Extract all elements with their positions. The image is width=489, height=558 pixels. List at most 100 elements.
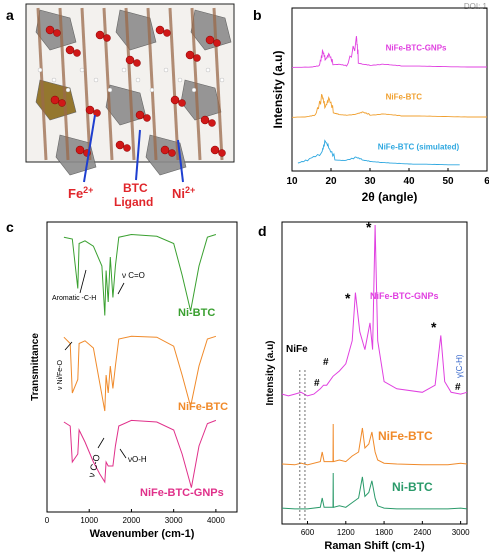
ligand-rod xyxy=(168,7,180,161)
oxygen-atom xyxy=(168,149,176,157)
ligand-rod xyxy=(190,7,202,161)
x-axis-label: Raman Shift (cm-1) xyxy=(324,540,425,552)
hydrogen-atom xyxy=(205,67,211,73)
oxygen-atom xyxy=(75,145,85,155)
series-line xyxy=(63,335,217,412)
hydrogen-atom xyxy=(163,67,169,73)
oxygen-atom xyxy=(135,110,145,120)
annotation: ν Ni/Fe-O xyxy=(57,360,64,391)
annotation: Aromatic -C-H xyxy=(52,295,96,302)
oxygen-atom xyxy=(133,59,141,67)
hydrogen-atom xyxy=(177,77,183,83)
label-ni2plus: Ni2+ xyxy=(172,185,195,201)
annotation: * xyxy=(431,319,437,335)
oxygen-atom xyxy=(210,145,220,155)
series-label: NiFe-BTC-GNPs xyxy=(140,487,224,499)
doi-fragment: DOI: 1 xyxy=(463,2,487,11)
panel-a: a Fe2+ BTC Ligand Ni2+ xyxy=(6,3,235,209)
label-fe2plus: Fe2+ xyxy=(68,185,93,201)
oxygen-atom xyxy=(193,54,201,62)
hydrogen-atom xyxy=(149,87,155,93)
x-tick-label: 1200 xyxy=(337,528,355,537)
ligand-rod xyxy=(124,7,136,161)
oxygen-atom xyxy=(103,34,111,42)
x-tick-label: 4000 xyxy=(207,516,225,525)
plot-frame xyxy=(281,221,468,525)
x-tick-label: 600 xyxy=(301,528,315,537)
series-label: Ni-BTC xyxy=(178,307,215,319)
x-tick-label: 3000 xyxy=(165,516,183,525)
hydrogen-atom xyxy=(107,87,113,93)
legend-label: NiFe-BTC-GNPs xyxy=(386,43,447,52)
x-tick-label: 3000 xyxy=(452,528,470,537)
x-axis-label: 2θ (angle) xyxy=(362,190,418,204)
ligand-rod xyxy=(212,7,224,161)
hydrogen-atom xyxy=(135,77,141,83)
oxygen-atom xyxy=(65,45,75,55)
oxygen-atom xyxy=(95,30,105,40)
panel-c-letter: c xyxy=(6,219,14,235)
x-tick-label: 1000 xyxy=(80,516,98,525)
hydrogen-atom xyxy=(191,87,197,93)
annotation-arrow xyxy=(117,282,125,295)
annotation-arrow xyxy=(119,448,127,459)
x-tick-label: 6 xyxy=(484,176,489,187)
oxygen-atom xyxy=(45,25,55,35)
oxygen-atom xyxy=(85,105,95,115)
panel-b-letter: b xyxy=(253,7,262,23)
legend-label: NiFe-BTC (simulated) xyxy=(378,143,460,152)
x-axis-label: Wavenumber (cm-1) xyxy=(90,528,195,540)
annotation: γ(C-H) xyxy=(455,354,464,378)
oxygen-atom xyxy=(213,39,221,47)
legend-label: NiFe-BTC xyxy=(386,92,423,101)
hydrogen-atom xyxy=(51,77,57,83)
x-tick-label: 30 xyxy=(364,176,376,187)
plot-frame xyxy=(46,221,238,513)
oxygen-atom xyxy=(93,109,101,117)
series-line xyxy=(297,139,460,166)
series-line xyxy=(291,35,487,68)
oxygen-atom xyxy=(160,145,170,155)
oxygen-atom xyxy=(163,29,171,37)
annotation: νO-H xyxy=(128,455,147,464)
x-tick-label: 2000 xyxy=(123,516,141,525)
x-tick-label: 20 xyxy=(325,176,337,187)
crystal-structure-drawing xyxy=(35,7,232,176)
annotation-arrow xyxy=(64,341,73,351)
label-btc: BTC xyxy=(123,181,148,195)
x-tick-label: 50 xyxy=(442,176,454,187)
annotation: * xyxy=(366,219,372,235)
ligand-rod xyxy=(102,7,114,161)
series-label: NiFe-BTC-GNPs xyxy=(370,291,439,301)
oxygen-atom xyxy=(185,50,195,60)
hydrogen-atom xyxy=(37,67,43,73)
oxygen-atom xyxy=(208,119,216,127)
chart-xrd: NiFe-BTC-GNPs NiFe-BTC NiFe-BTC (simulated… xyxy=(271,7,489,204)
series-line xyxy=(281,423,468,466)
annotation: NiFe xyxy=(286,344,308,355)
plot-frame xyxy=(291,7,488,172)
y-axis-label: Intensity (a.u) xyxy=(265,340,276,405)
oxygen-atom xyxy=(125,55,135,65)
oxygen-atom xyxy=(205,35,215,45)
series-line xyxy=(63,419,217,488)
series-line xyxy=(63,233,217,316)
oxygen-atom xyxy=(170,95,180,105)
chart-ftir: Ni-BTC NiFe-BTC NiFe-BTC-GNPs Aromatic -C-H… xyxy=(30,221,238,540)
oxygen-atom xyxy=(123,144,131,152)
series-label: Ni-BTC xyxy=(392,480,433,494)
oxygen-atom xyxy=(73,49,81,57)
chart-raman: NiFe-BTC-GNPsNiFe-BTCNi-BTCNiFe##***#γ(C… xyxy=(265,219,470,552)
x-tick-label: 10 xyxy=(286,176,298,187)
annotation: * xyxy=(345,290,351,306)
hydrogen-atom xyxy=(65,87,71,93)
metal-octahedron xyxy=(180,79,222,121)
hydrogen-atom xyxy=(93,77,99,83)
oxygen-atom xyxy=(50,95,60,105)
oxygen-atom xyxy=(143,114,151,122)
series-label: NiFe-BTC xyxy=(178,401,228,413)
series-label: NiFe-BTC xyxy=(378,429,433,443)
oxygen-atom xyxy=(200,115,210,125)
annotation: # xyxy=(314,378,320,389)
